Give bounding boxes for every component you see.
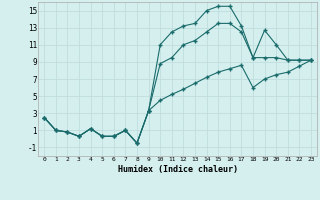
X-axis label: Humidex (Indice chaleur): Humidex (Indice chaleur) — [118, 165, 238, 174]
